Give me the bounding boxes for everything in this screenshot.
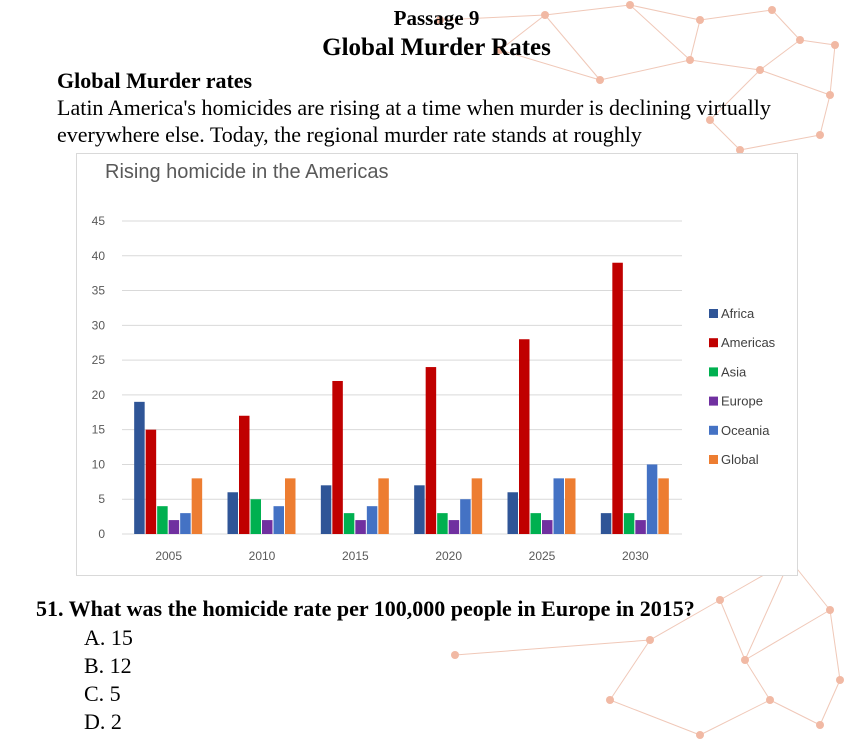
bar-europe-2015 [355,520,366,534]
page-title: Global Murder Rates [322,34,551,61]
legend-swatch-global [709,455,718,464]
x-tick-label: 2015 [342,549,369,563]
bar-oceania-2005 [180,513,191,534]
bar-global-2025 [565,478,576,534]
bar-asia-2005 [157,506,168,534]
bar-global-2010 [285,478,296,534]
y-tick-label: 40 [92,249,106,263]
bar-oceania-2025 [553,478,564,534]
bar-oceania-2015 [366,506,378,534]
chart-title: Rising homicide in the Americas [105,161,389,183]
bar-europe-2025 [542,520,553,534]
x-tick-label: 2025 [529,549,556,563]
bar-oceania-2010 [273,506,284,534]
answer-option-b[interactable]: B. 12 [84,653,132,678]
bar-global-2030 [658,478,669,534]
bar-americas-2015 [332,380,343,534]
bar-asia-2010 [250,499,261,534]
answer-option-d[interactable]: D. 2 [84,709,122,734]
y-tick-label: 5 [98,492,105,506]
x-tick-label: 2010 [249,549,276,563]
legend-swatch-europe [709,396,718,406]
bar-americas-2030 [612,262,623,534]
y-tick-label: 30 [92,318,106,332]
bar-americas-2025 [519,339,530,534]
x-tick-label: 2005 [155,549,182,563]
question-text: 51. What was the homicide rate per 100,0… [36,596,695,621]
section-heading: Global Murder rates [57,68,253,93]
bar-americas-2010 [239,415,250,534]
y-tick-label: 25 [92,353,106,367]
y-tick-label: 10 [92,457,106,471]
bar-global-2005 [191,478,203,534]
legend-label-asia: Asia [721,364,747,379]
y-tick-label: 35 [92,284,106,298]
bar-africa-2010 [227,492,238,534]
y-tick-label: 45 [92,214,106,228]
bar-americas-2020 [425,367,437,534]
answer-option-c[interactable]: C. 5 [84,681,121,706]
bar-europe-2010 [262,520,273,534]
bar-asia-2015 [343,513,355,534]
bar-africa-2015 [320,485,332,534]
bar-asia-2030 [623,513,635,534]
chart-container: Rising homicide in the Americas 0 5 10 15 20… [76,153,798,576]
bar-africa-2005 [134,401,145,534]
bar-global-2015 [378,478,389,534]
bar-asia-2025 [530,513,541,534]
x-tick-label: 2020 [435,549,462,563]
bar-asia-2020 [437,513,448,534]
bar-europe-2005 [168,520,180,534]
bar-europe-2020 [448,520,460,534]
bar-europe-2030 [635,520,646,534]
bar-africa-2030 [600,513,612,534]
y-tick-label: 20 [92,388,106,402]
passage-label: Passage 9 [393,6,480,30]
x-tick-label: 2030 [622,549,649,563]
intro-paragraph: Latin America's homicides are rising at … [57,95,771,147]
legend-swatch-africa [709,309,718,318]
legend-label-africa: Africa [721,306,755,321]
y-tick-label: 0 [98,527,105,541]
bar-africa-2025 [507,492,518,534]
legend-swatch-asia [709,367,718,377]
legend-label-europe: Europe [721,394,763,409]
legend-label-americas: Americas [721,335,776,350]
y-tick-label: 15 [92,423,106,437]
bar-americas-2005 [145,429,157,534]
bar-africa-2020 [414,485,425,534]
legend-label-global: Global [721,452,759,467]
answer-option-a[interactable]: A. 15 [84,625,133,650]
bar-oceania-2020 [460,499,471,534]
bar-global-2020 [471,478,483,534]
legend-swatch-oceania [709,425,718,435]
legend-label-oceania: Oceania [721,423,770,438]
legend-swatch-americas [709,338,718,348]
bar-oceania-2030 [646,464,658,534]
